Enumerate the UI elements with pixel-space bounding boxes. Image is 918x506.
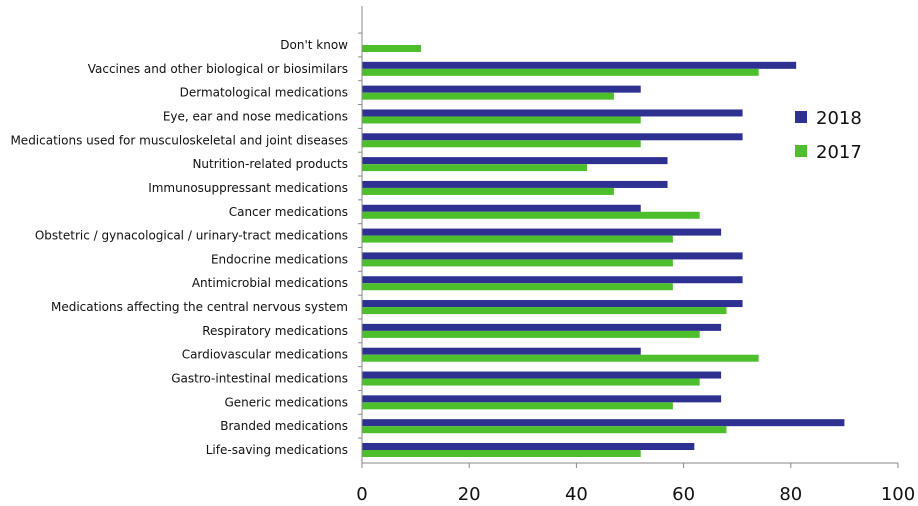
category-label: Dermatological medications [180,86,348,100]
bar-2018-15 [362,395,722,403]
category-label: Nutrition-related products [192,157,348,171]
bar-2017-13 [362,354,759,362]
bar-2018-10 [362,276,743,284]
category-label: Generic medications [224,395,348,409]
category-label: Medications used for musculoskeletal and… [10,133,348,147]
category-label: Vaccines and other biological or biosimi… [88,62,348,76]
bar-2017-8 [362,235,673,243]
category-label: Medications affecting the central nervou… [51,300,348,314]
bar-2017-12 [362,330,700,338]
bar-2017-7 [362,211,700,219]
bar-2018-12 [362,323,722,331]
bar-2018-17 [362,443,695,450]
bar-2018-1 [362,61,797,69]
x-tick-label: 40 [565,484,588,505]
category-label: Don't know [280,38,348,52]
category-label: Cardiovascular medications [182,348,348,362]
bar-2017-4 [362,140,641,148]
legend-label-2017: 2017 [816,142,862,163]
bar-2017-16 [362,426,727,434]
bar-2018-6 [362,180,668,188]
bar-2017-1 [362,68,759,76]
bar-2018-3 [362,109,743,117]
bar-2018-14 [362,371,722,379]
bar-2017-2 [362,92,614,100]
category-label: Respiratory medications [202,324,348,338]
bar-2018-7 [362,204,641,212]
bar-2018-9 [362,252,743,260]
bar-2018-8 [362,228,722,236]
bar-2017-3 [362,116,641,124]
bar-2018-13 [362,347,641,355]
bar-2018-4 [362,133,743,141]
category-label: Antimicrobial medications [192,276,348,290]
x-tick-label: 60 [672,484,695,505]
bar-2018-5 [362,157,668,165]
x-tick-label: 80 [779,484,802,505]
category-label: Branded medications [220,419,348,433]
category-label: Endocrine medications [211,252,348,266]
axis-layer [358,6,899,468]
category-label: Life-saving medications [206,443,348,457]
bar-2018-16 [362,419,845,427]
bar-2017-5 [362,164,588,172]
bar-2017-6 [362,187,614,195]
legend-swatch-2018 [795,111,807,123]
category-label: Immunosuppressant medications [148,181,348,195]
bar-2017-15 [362,402,673,410]
x-tick-labels: 0 20 40 60 80 100 [356,484,915,505]
bar-2017-14 [362,378,700,386]
bars-layer [362,45,845,457]
x-tick-label: 20 [458,484,481,505]
category-label: Eye, ear and nose medications [163,109,348,123]
category-label: Obstetric / gynacological / urinary-trac… [35,229,348,243]
bar-2017-9 [362,259,673,267]
bar-2017-0 [362,45,421,52]
category-label: Gastro-intestinal medications [171,372,348,386]
bar-2017-11 [362,307,727,315]
legend-label-2018: 2018 [816,108,862,129]
bar-2017-17 [362,450,641,457]
bar-2017-10 [362,283,673,291]
category-labels: Don't know Vaccines and other biological … [10,38,348,457]
category-label: Cancer medications [229,205,348,219]
bar-2018-11 [362,300,743,308]
bar-2018-2 [362,85,641,93]
legend: 2018 2017 [795,108,862,163]
x-tick-label: 0 [356,484,367,505]
legend-swatch-2017 [795,145,807,157]
x-tick-label: 100 [881,484,915,505]
